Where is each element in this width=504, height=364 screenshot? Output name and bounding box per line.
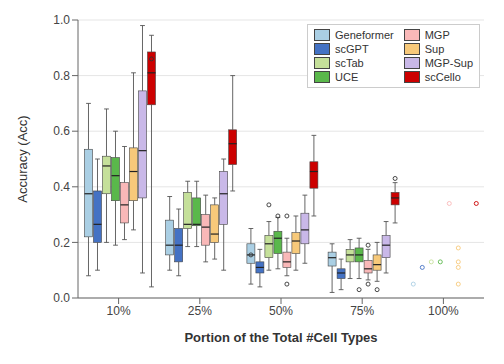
html-text:scCello: scCello <box>424 71 461 83</box>
svg-text:0.8: 0.8 <box>53 69 70 83</box>
html-text:MGP-Sup: MGP-Sup <box>424 57 473 69</box>
svg-text:0.6: 0.6 <box>53 124 70 138</box>
svg-text:10%: 10% <box>107 304 131 318</box>
svg-text:25%: 25% <box>188 304 212 318</box>
html-text:Geneformer: Geneformer <box>335 29 394 41</box>
svg-text:0.4: 0.4 <box>53 180 70 194</box>
svg-text:Portion of the Total #Cell Typ: Portion of the Total #Cell Types <box>184 330 377 345</box>
html-text:Sup: Sup <box>424 43 445 55</box>
svg-text:50%: 50% <box>269 304 293 318</box>
svg-text:75%: 75% <box>350 304 374 318</box>
html-text:scGPT: scGPT <box>335 43 369 55</box>
svg-text:1.0: 1.0 <box>53 13 70 27</box>
svg-text:Accuracy (Acc): Accuracy (Acc) <box>15 115 30 202</box>
svg-text:100%: 100% <box>428 304 459 318</box>
svg-text:0.0: 0.0 <box>53 291 70 305</box>
html-text:MGP: MGP <box>424 29 450 41</box>
svg-text:0.2: 0.2 <box>53 236 70 250</box>
html-text:UCE: UCE <box>335 71 359 83</box>
html-text:scTab: scTab <box>335 57 364 69</box>
